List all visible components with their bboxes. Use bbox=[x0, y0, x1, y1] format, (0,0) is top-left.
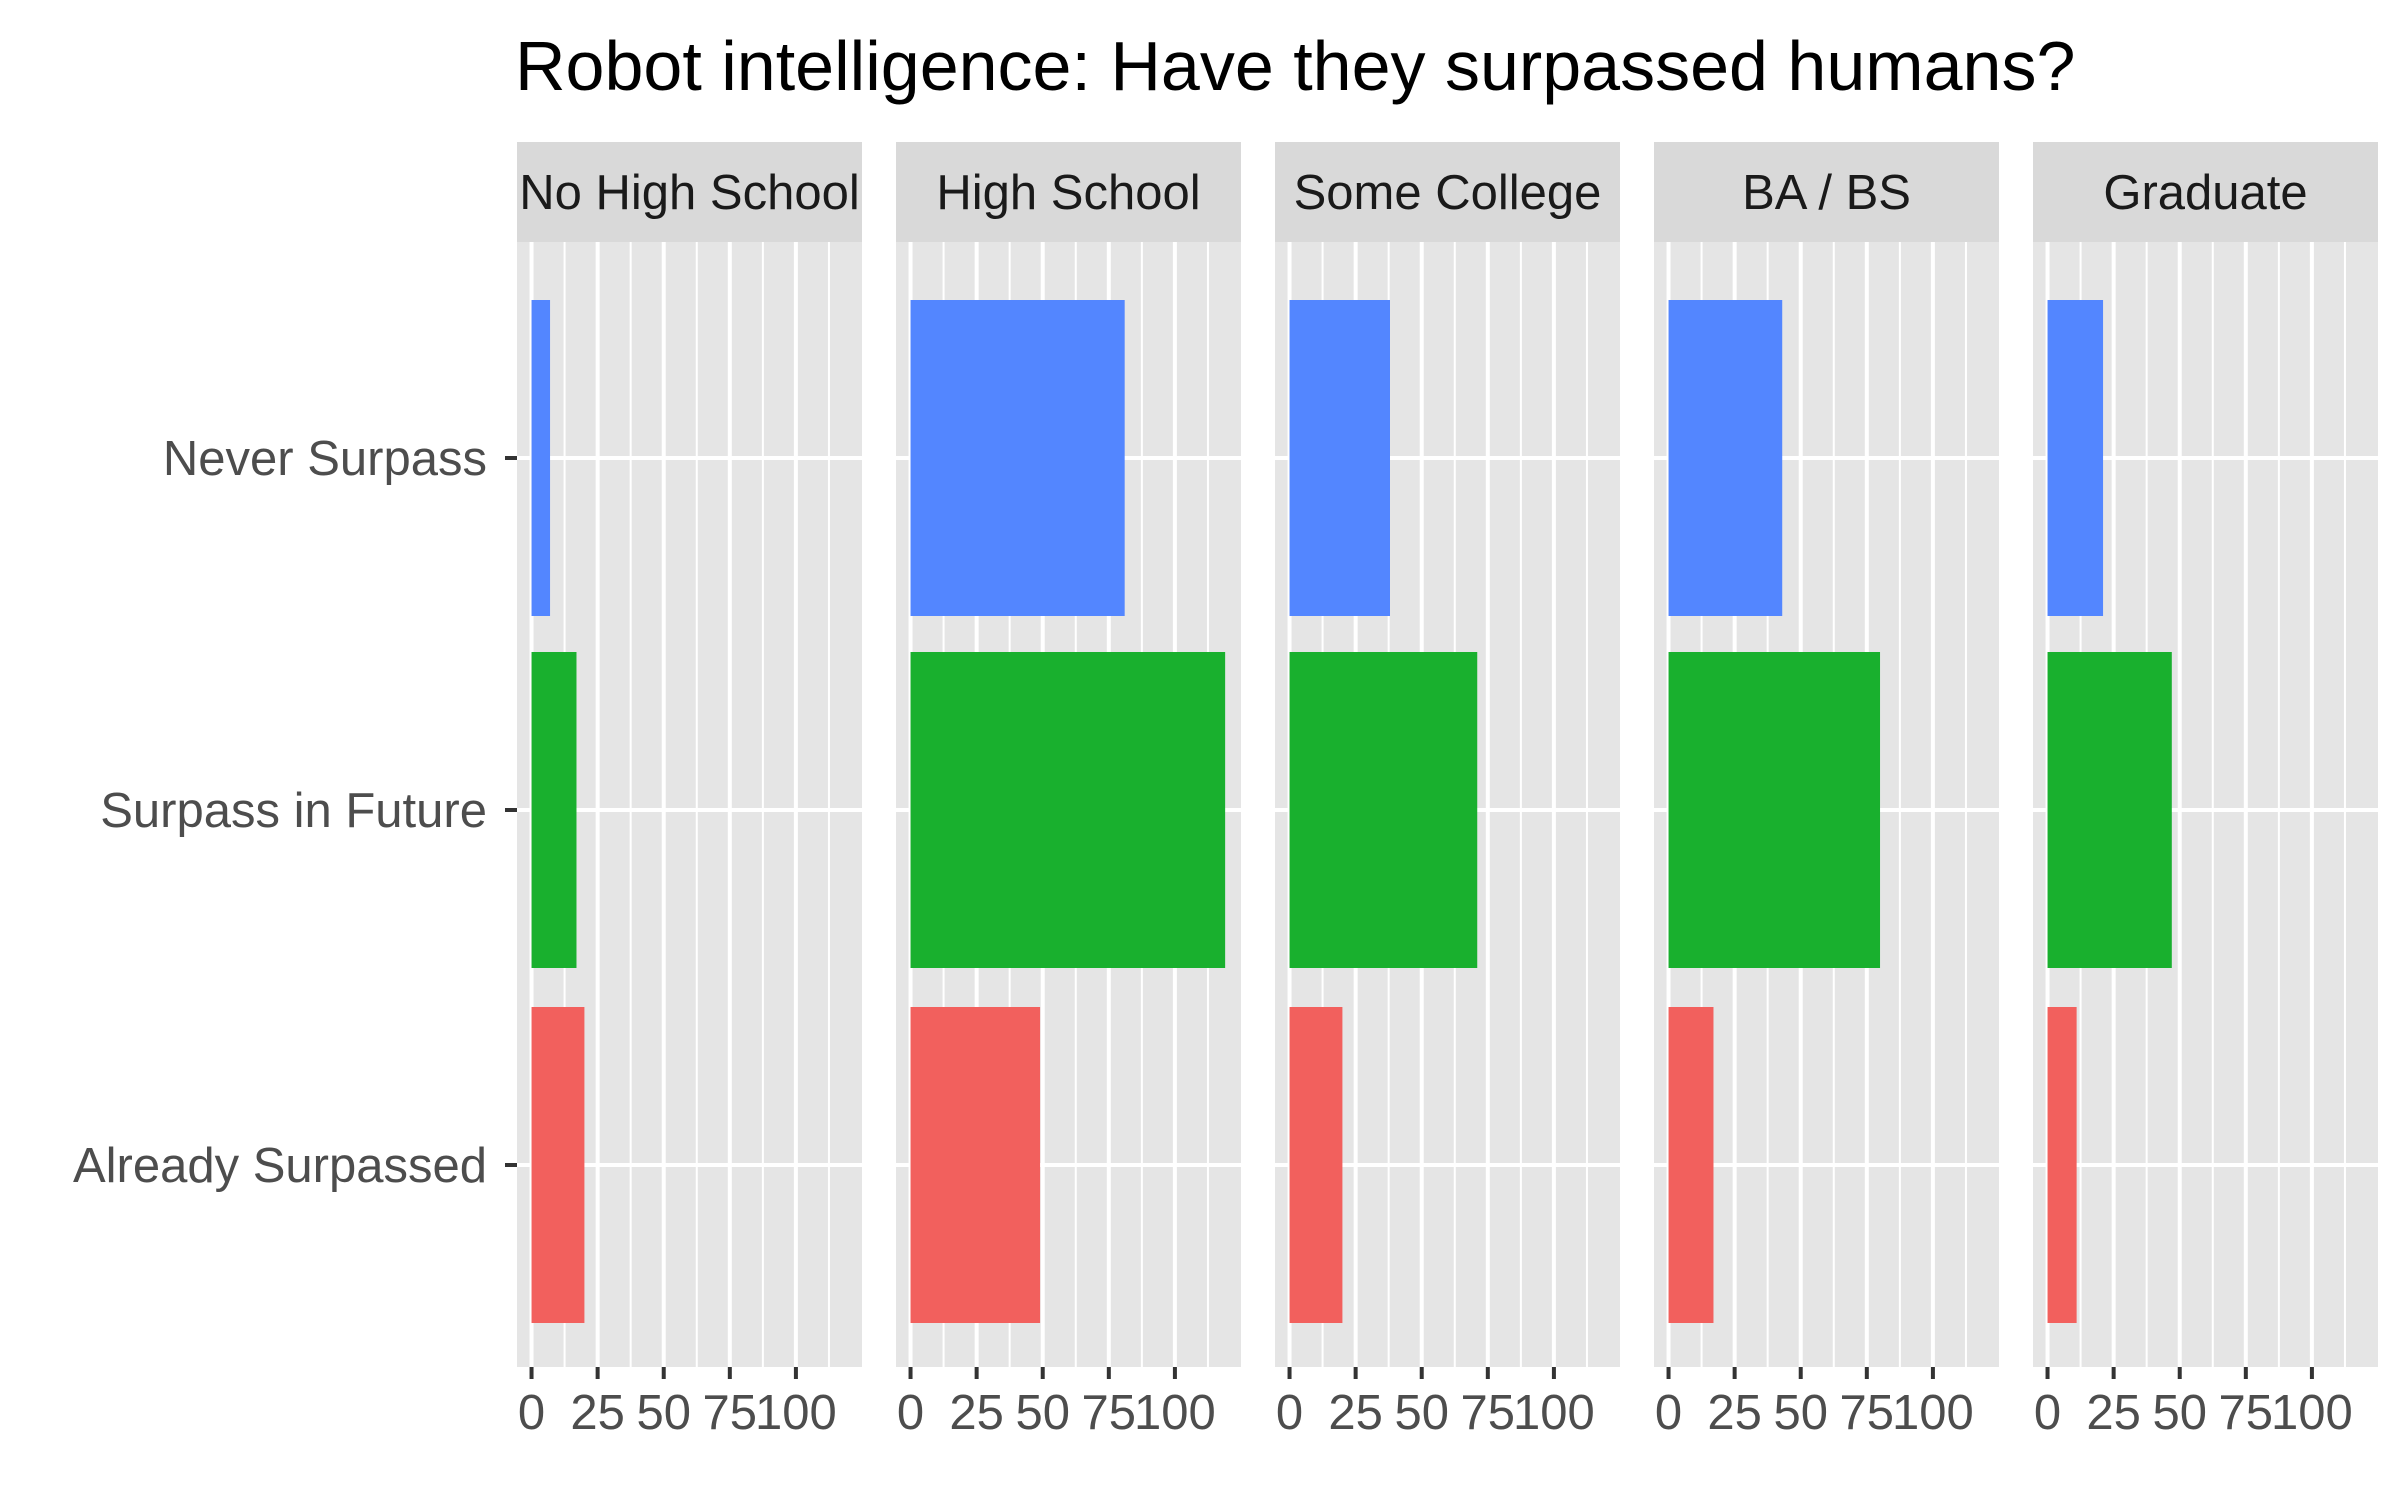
facet-label-high-school: High School bbox=[936, 166, 1200, 220]
x-tick-label: 50 bbox=[1773, 1386, 1828, 1440]
bar-graduate-already-surpassed bbox=[2047, 1007, 2077, 1323]
x-tick-label: 0 bbox=[897, 1386, 924, 1440]
bar-no-high-school-never-surpass bbox=[531, 300, 551, 616]
bar-some-college-already-surpassed bbox=[1289, 1007, 1343, 1323]
y-tick-label-never-surpass: Never Surpass bbox=[163, 432, 487, 486]
facet-strip-some-college bbox=[1275, 142, 1620, 242]
x-tick-label: 50 bbox=[2152, 1386, 2207, 1440]
chart-title: Robot intelligence: Have they surpassed … bbox=[515, 27, 2075, 105]
x-tick-label: 25 bbox=[1328, 1386, 1383, 1440]
bar-some-college-surpass-in-future bbox=[1289, 652, 1478, 968]
x-tick-label: 50 bbox=[1394, 1386, 1449, 1440]
x-tick-label: 0 bbox=[2034, 1386, 2061, 1440]
x-tick-label: 75 bbox=[2219, 1386, 2274, 1440]
x-tick-label: 50 bbox=[1015, 1386, 1070, 1440]
facet-label-some-college: Some College bbox=[1294, 166, 1602, 220]
bar-ba-bs-already-surpassed bbox=[1668, 1007, 1714, 1323]
bar-high-school-never-surpass bbox=[910, 300, 1125, 616]
x-tick-label: 100 bbox=[1134, 1386, 1216, 1440]
x-tick-label: 100 bbox=[1513, 1386, 1595, 1440]
x-tick-label: 100 bbox=[755, 1386, 837, 1440]
facet-strip-graduate bbox=[2033, 142, 2378, 242]
facet-strip-high-school bbox=[896, 142, 1241, 242]
bar-some-college-never-surpass bbox=[1289, 300, 1390, 616]
bar-high-school-surpass-in-future bbox=[910, 652, 1226, 968]
x-tick-label: 25 bbox=[570, 1386, 625, 1440]
x-tick-label: 25 bbox=[2086, 1386, 2141, 1440]
x-tick-label: 100 bbox=[1892, 1386, 1974, 1440]
facet-label-graduate: Graduate bbox=[2103, 166, 2307, 220]
bar-ba-bs-surpass-in-future bbox=[1668, 652, 1881, 968]
facet-label-ba-bs: BA / BS bbox=[1742, 166, 1911, 220]
facet-label-no-high-school: No High School bbox=[519, 166, 859, 220]
bar-graduate-never-surpass bbox=[2047, 300, 2104, 616]
facet-strip-ba-bs bbox=[1654, 142, 1999, 242]
x-tick-label: 0 bbox=[518, 1386, 545, 1440]
bar-graduate-surpass-in-future bbox=[2047, 652, 2172, 968]
x-tick-label: 75 bbox=[703, 1386, 758, 1440]
bar-no-high-school-surpass-in-future bbox=[531, 652, 577, 968]
x-tick-label: 100 bbox=[2271, 1386, 2353, 1440]
x-tick-label: 25 bbox=[949, 1386, 1004, 1440]
x-tick-label: 75 bbox=[1082, 1386, 1137, 1440]
x-tick-label: 0 bbox=[1655, 1386, 1682, 1440]
facet-strip-no-high-school bbox=[517, 142, 862, 242]
y-tick-label-surpass-in-future: Surpass in Future bbox=[100, 784, 487, 838]
y-tick-label-already-surpassed: Already Surpassed bbox=[73, 1139, 487, 1193]
bar-ba-bs-never-surpass bbox=[1668, 300, 1783, 616]
x-tick-label: 75 bbox=[1840, 1386, 1895, 1440]
x-tick-label: 0 bbox=[1276, 1386, 1303, 1440]
x-tick-label: 50 bbox=[636, 1386, 691, 1440]
bar-no-high-school-already-surpassed bbox=[531, 1007, 585, 1323]
bar-high-school-already-surpassed bbox=[910, 1007, 1041, 1323]
x-tick-label: 25 bbox=[1707, 1386, 1762, 1440]
x-tick-label: 75 bbox=[1461, 1386, 1516, 1440]
